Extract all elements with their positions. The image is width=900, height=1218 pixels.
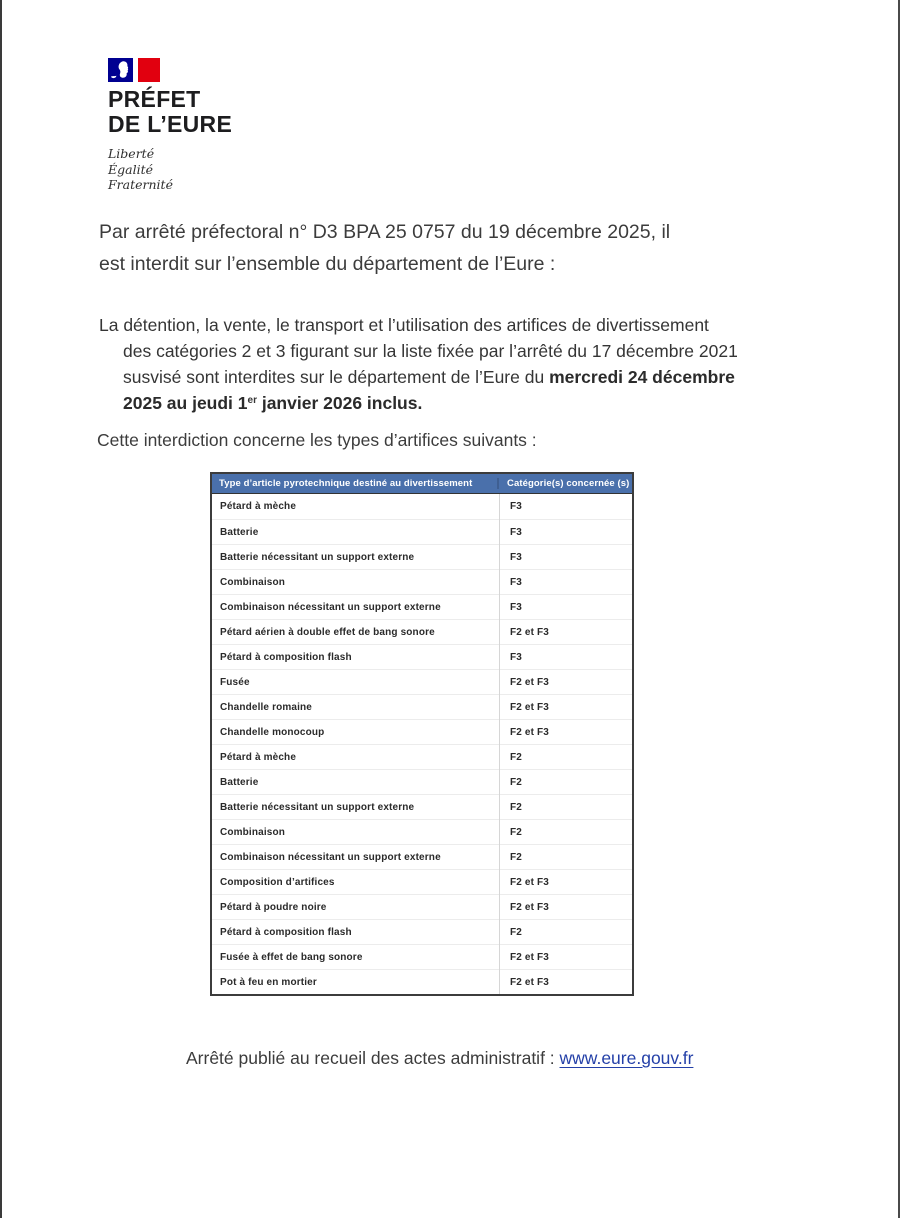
ordinal-superscript: er <box>247 395 257 406</box>
cell-category: F2 et F3 <box>510 951 549 963</box>
table-row: Combinaison nécessitant un support exter… <box>212 844 632 869</box>
interdiction-period-start: mercredi 24 décembre <box>549 367 735 387</box>
cell-category: F2 <box>510 751 522 763</box>
cell-article-type: Pétard à composition flash <box>220 651 352 663</box>
cell-category: F2 et F3 <box>510 726 549 738</box>
cell-category: F3 <box>510 576 522 588</box>
interdiction-line-4: 2025 au jeudi 1er janvier 2026 inclus. <box>123 390 823 420</box>
table-row: Fusée F2 et F3 <box>212 669 632 694</box>
table-row: Pétard aérien à double effet de bang son… <box>212 619 632 644</box>
cell-article-type: Fusée <box>220 676 250 688</box>
interdiction-line-3-text: susvisé sont interdites sur le départeme… <box>123 367 550 387</box>
cell-article-type: Composition d’artifices <box>220 876 335 888</box>
motto-fraternite: Fraternité <box>108 177 173 192</box>
table-row: Pétard à mèche F3 <box>212 494 632 519</box>
table-header-type: Type d’article pyrotechnique destiné au … <box>212 478 499 489</box>
cell-category: F3 <box>510 526 522 538</box>
cell-article-type: Combinaison nécessitant un support exter… <box>220 601 441 613</box>
table-row: Combinaison F3 <box>212 569 632 594</box>
cell-category: F3 <box>510 501 522 512</box>
table-row: Combinaison nécessitant un support exter… <box>212 594 632 619</box>
publication-footer: Arrêté publié au recueil des actes admin… <box>186 1048 693 1069</box>
table-row: Batterie F2 <box>212 769 632 794</box>
cell-article-type: Pétard à mèche <box>220 751 297 763</box>
table-row: Pétard à mèche F2 <box>212 744 632 769</box>
intro-line-2: est interdit sur l’ensemble du départeme… <box>99 252 556 275</box>
cell-category: F2 <box>510 851 522 863</box>
cell-article-type: Pot à feu en mortier <box>220 976 317 988</box>
cell-article-type: Batterie <box>220 526 259 538</box>
interdiction-line-3: susvisé sont interdites sur le départeme… <box>123 364 823 390</box>
interdiction-line-1: La détention, la vente, le transport et … <box>99 315 709 335</box>
table-row: Chandelle romaine F2 et F3 <box>212 694 632 719</box>
cell-category: F2 et F3 <box>510 676 549 688</box>
table-row: Pot à feu en mortier F2 et F3 <box>212 969 632 994</box>
table-row: Composition d’artifices F2 et F3 <box>212 869 632 894</box>
interdiction-period-end: 2025 au jeudi 1 <box>123 393 248 413</box>
cell-article-type: Chandelle monocoup <box>220 726 325 738</box>
interdiction-paragraph: La détention, la vente, le transport et … <box>99 312 823 420</box>
table-row: Chandelle monocoup F2 et F3 <box>212 719 632 744</box>
cell-category: F3 <box>510 651 522 663</box>
table-header-row: Type d’article pyrotechnique destiné au … <box>212 474 632 494</box>
cell-category: F2 et F3 <box>510 976 549 988</box>
cell-category: F3 <box>510 551 522 563</box>
cell-article-type: Combinaison nécessitant un support exter… <box>220 851 441 863</box>
cell-article-type: Pétard à composition flash <box>220 926 352 938</box>
table-header-category: Catégorie(s) concernée (s) <box>507 478 630 489</box>
cell-article-type: Pétard à poudre noire <box>220 901 327 913</box>
table-column-separator <box>499 494 500 994</box>
cell-article-type: Pétard aérien à double effet de bang son… <box>220 626 435 638</box>
cell-article-type: Batterie nécessitant un support externe <box>220 801 415 813</box>
table-row: Pétard à poudre noire F2 et F3 <box>212 894 632 919</box>
cell-category: F2 <box>510 801 522 813</box>
cell-category: F2 et F3 <box>510 626 549 638</box>
cell-category: F2 et F3 <box>510 701 549 713</box>
motto-egalite: Égalité <box>108 161 153 177</box>
table-row: Batterie nécessitant un support externe … <box>212 544 632 569</box>
interdiction-line-2: des catégories 2 et 3 figurant sur la li… <box>123 341 738 361</box>
motto-liberte: Liberté <box>108 146 155 161</box>
scan-edge-right <box>898 0 900 1218</box>
cell-article-type: Chandelle romaine <box>220 701 313 713</box>
cell-article-type: Batterie <box>220 776 259 788</box>
table-row: Batterie F3 <box>212 519 632 544</box>
cell-category: F2 et F3 <box>510 901 549 913</box>
table-body: Pétard à mèche F3 Batterie F3 Batterie n… <box>212 494 632 994</box>
scan-edge-left <box>0 0 2 1218</box>
cell-article-type: Combinaison <box>220 576 285 588</box>
arrete-intro-paragraph: Par arrêté préfectoral n° D3 BPA 25 0757… <box>99 217 829 280</box>
fireworks-types-table: Type d’article pyrotechnique destiné au … <box>210 472 634 996</box>
cell-article-type: Combinaison <box>220 826 285 838</box>
cell-category: F2 <box>510 926 522 938</box>
types-intro-line: Cette interdiction concerne les types d’… <box>97 430 537 450</box>
cell-article-type: Pétard à mèche <box>220 501 297 512</box>
logo-title-line1: PRÉFET <box>108 86 201 112</box>
eure-gouv-link[interactable]: www.eure.gouv.fr <box>559 1048 694 1068</box>
intro-line-1: Par arrêté préfectoral n° D3 BPA 25 0757… <box>99 221 671 243</box>
table-row: Pétard à composition flash F3 <box>212 644 632 669</box>
cell-article-type: Batterie nécessitant un support externe <box>220 551 415 563</box>
cell-category: F2 <box>510 826 522 838</box>
table-row: Fusée à effet de bang sonore F2 et F3 <box>212 944 632 969</box>
french-flag-marianne-icon <box>108 58 160 82</box>
prefecture-logo-block: PRÉFET DE L’EURE Liberté Égalité Fratern… <box>108 58 232 193</box>
interdiction-period-close: janvier 2026 inclus. <box>256 393 423 413</box>
logo-title-line2: DE L’EURE <box>108 111 233 137</box>
republic-motto: Liberté Égalité Fraternité <box>108 146 232 193</box>
cell-category: F2 <box>510 776 522 788</box>
cell-category: F2 et F3 <box>510 876 549 888</box>
table-row: Pétard à composition flash F2 <box>212 919 632 944</box>
table-row: Combinaison F2 <box>212 819 632 844</box>
cell-category: F3 <box>510 601 522 613</box>
table-row: Batterie nécessitant un support externe … <box>212 794 632 819</box>
footer-text: Arrêté publié au recueil des actes admin… <box>186 1048 560 1068</box>
cell-article-type: Fusée à effet de bang sonore <box>220 951 363 963</box>
